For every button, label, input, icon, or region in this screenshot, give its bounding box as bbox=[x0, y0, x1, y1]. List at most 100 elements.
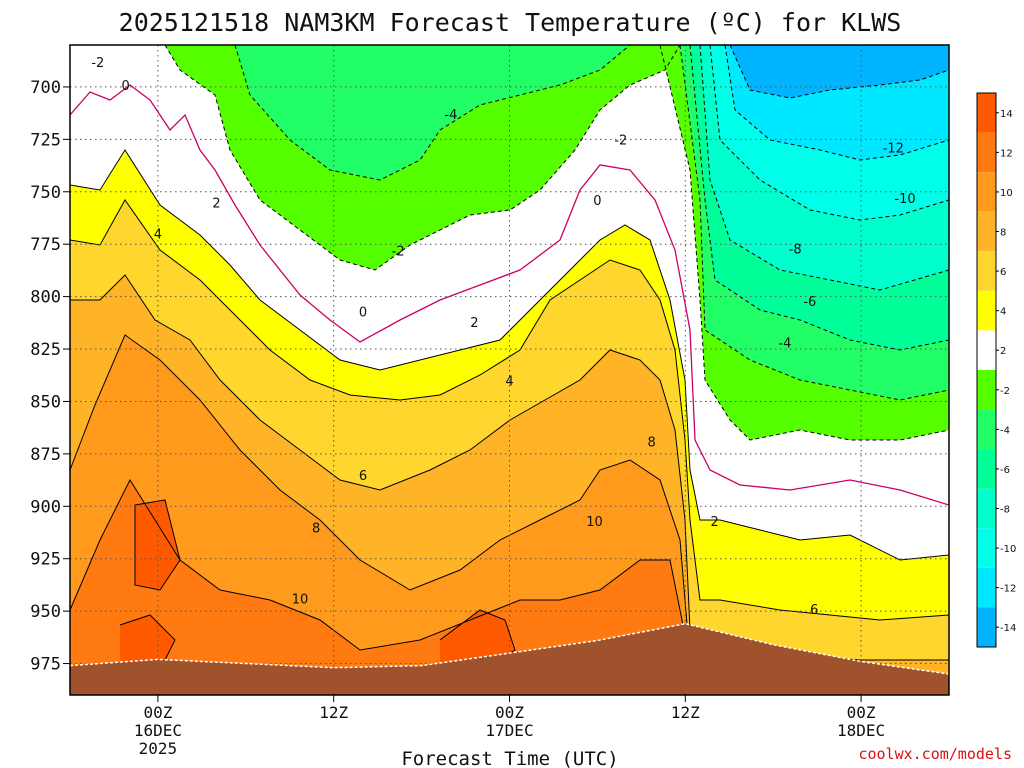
x-tick-label: 00Z bbox=[143, 703, 172, 722]
contour-10c bbox=[70, 478, 691, 661]
x-tick-label: 12Z bbox=[671, 703, 700, 722]
y-tick-label: 975 bbox=[30, 655, 61, 675]
colorbar-label: 12 bbox=[1000, 148, 1013, 159]
colorbar-segment bbox=[977, 488, 996, 529]
y-tick-label: 950 bbox=[30, 602, 61, 622]
colorbar-label: -4 bbox=[1000, 425, 1010, 436]
colorbar-label: -6 bbox=[1000, 465, 1010, 476]
y-tick-label: 925 bbox=[30, 550, 61, 570]
contour-2c bbox=[70, 149, 949, 561]
contour-label: 2 bbox=[212, 196, 220, 211]
band-12-to-14 bbox=[120, 500, 515, 670]
contour-label-text: 4 bbox=[505, 374, 513, 389]
contour-label-text: 6 bbox=[359, 469, 367, 484]
contour-label: -8 bbox=[789, 242, 802, 257]
contour-label: 0 bbox=[122, 79, 130, 94]
colorbar-label: -14 bbox=[1000, 623, 1016, 634]
plot-area: -2 0 -4 -2 0 2 4 -2 0 2 4 6 8 8 10 2 10 6 -12 -10 -8 -6 -4 bbox=[70, 45, 949, 695]
contour-label: 0 bbox=[359, 305, 367, 320]
y-tick-label: 900 bbox=[30, 497, 61, 517]
contour-label: 8 bbox=[312, 521, 320, 536]
colorbar-segment bbox=[977, 567, 996, 608]
contour-label: 2 bbox=[470, 316, 478, 331]
terrain-below-surface bbox=[70, 623, 949, 695]
contour-label-text: -6 bbox=[803, 295, 816, 310]
grid-lines bbox=[70, 45, 949, 695]
contour-label: -2 bbox=[392, 244, 405, 259]
contour-lines bbox=[70, 45, 949, 671]
contour-label-text: 8 bbox=[647, 435, 655, 450]
contour-label-text: -4 bbox=[778, 337, 791, 352]
contour-label-text: 0 bbox=[593, 194, 601, 209]
contour-label: 4 bbox=[505, 374, 513, 389]
y-tick-label: 775 bbox=[30, 235, 61, 255]
x-tick-year: 2025 bbox=[139, 739, 178, 758]
contour-minus-2c bbox=[164, 45, 949, 441]
contour-label: -2 bbox=[91, 56, 104, 71]
contour-label-text: 10 bbox=[586, 515, 603, 530]
credit-text: coolwx.com/models bbox=[858, 745, 1012, 763]
contour-label-text: 10 bbox=[292, 593, 309, 608]
colorbar-label: 6 bbox=[1000, 267, 1006, 278]
contour-label: -4 bbox=[778, 337, 791, 352]
y-tick-label: 750 bbox=[30, 183, 61, 203]
contour-label-text: 2 bbox=[470, 316, 478, 331]
y-tick-label: 800 bbox=[30, 288, 61, 308]
contour-label-text: 0 bbox=[122, 79, 130, 94]
x-axis-label: Forecast Time (UTC) bbox=[401, 748, 618, 768]
contour-label-text: 0 bbox=[359, 305, 367, 320]
x-tick-date: 17DEC bbox=[485, 721, 533, 740]
contour-label: -10 bbox=[894, 192, 915, 207]
contour-8c bbox=[70, 334, 691, 661]
temperature-bands bbox=[70, 45, 949, 695]
contour-label-text: 8 bbox=[312, 521, 320, 536]
contour-minus-6c bbox=[689, 45, 949, 351]
y-tick-label: 700 bbox=[30, 78, 61, 98]
y-tick-label: 725 bbox=[30, 130, 61, 150]
contour-minus-12c bbox=[724, 45, 949, 161]
colorbar-segment bbox=[977, 211, 996, 252]
contour-label: 6 bbox=[810, 603, 818, 618]
colorbar-segment bbox=[977, 528, 996, 568]
contour-minus-14c bbox=[729, 45, 949, 99]
colorbar-label: -2 bbox=[1000, 386, 1010, 397]
colorbar-segment bbox=[977, 330, 996, 370]
contour-4c bbox=[70, 199, 949, 621]
y-tick-label: 850 bbox=[30, 392, 61, 412]
contour-0c-freezing-level bbox=[70, 84, 949, 506]
contour-minus-8c bbox=[699, 45, 949, 291]
colorbar-label: 10 bbox=[1000, 188, 1013, 199]
colorbar-label: -12 bbox=[1000, 584, 1016, 595]
colorbar-label: 4 bbox=[1000, 307, 1006, 318]
contour-label: 8 bbox=[647, 435, 655, 450]
x-tick-date: 18DEC bbox=[837, 721, 885, 740]
contour-label: -12 bbox=[883, 142, 904, 157]
colorbar-segment bbox=[977, 93, 996, 133]
surface-pressure-line bbox=[70, 622, 949, 675]
colorbar-label: 14 bbox=[1000, 109, 1013, 120]
contour-label-text: -2 bbox=[91, 56, 104, 71]
colorbar-label: -8 bbox=[1000, 505, 1010, 516]
contour-labels: -2 0 -4 -2 0 2 4 -2 0 2 4 6 8 8 10 2 10 6 -12 -10 -8 -6 -4 bbox=[91, 56, 915, 618]
band-10-to-12 bbox=[70, 480, 690, 695]
contour-label: -6 bbox=[803, 295, 816, 310]
band-cold-east-minus-14 bbox=[730, 45, 949, 98]
contour-label: 10 bbox=[586, 515, 603, 530]
x-tick-date: 16DEC bbox=[134, 721, 182, 740]
contour-label-text: -4 bbox=[444, 108, 457, 123]
colorbar-segment bbox=[977, 132, 996, 173]
contour-label: 0 bbox=[593, 194, 601, 209]
colorbar-segment bbox=[977, 370, 996, 410]
colorbar-label: 2 bbox=[1000, 346, 1006, 357]
colorbar-segment bbox=[977, 290, 996, 331]
pressure-axis: 700 725 750 775 800 825 850 875 900 925 950 975 bbox=[30, 78, 70, 675]
colorbar-segment bbox=[977, 409, 996, 450]
contour-label-text: 4 bbox=[154, 228, 162, 243]
contour-label-text: -8 bbox=[789, 242, 802, 257]
colorbar-label: -10 bbox=[1000, 544, 1016, 555]
contour-minus-4c bbox=[234, 45, 949, 401]
contour-label-text: 6 bbox=[810, 603, 818, 618]
colorbar-segment bbox=[977, 251, 996, 291]
